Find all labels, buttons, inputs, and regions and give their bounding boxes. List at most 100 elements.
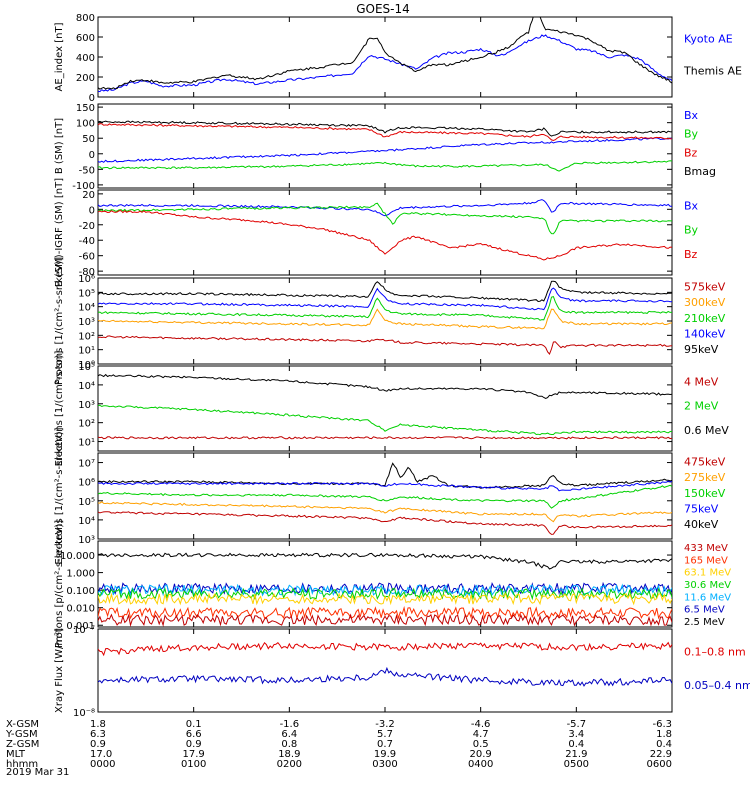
- x-row-label: Z-GSM: [6, 739, 39, 750]
- y-axis-label: Protons [p/(cm²-s-sr-keV)]: [54, 520, 65, 648]
- legend-entry: 300keV: [684, 296, 726, 309]
- legend-entry: 140keV: [684, 327, 726, 340]
- x-tick-value: 1.8: [656, 729, 672, 740]
- x-tick-value: 4.7: [473, 729, 489, 740]
- series-line-40kev: [98, 462, 672, 489]
- x-tick-value: 0.4: [656, 739, 672, 750]
- series-group: [98, 120, 672, 172]
- y-tick-label: 10³: [78, 400, 95, 411]
- x-tick-value: 17.9: [183, 749, 205, 760]
- y-tick-label: 10⁻⁸: [73, 708, 95, 719]
- y-axis-label: Xray Flux [W/m²]: [54, 628, 65, 713]
- panel-ae: 0 200 400 600 800 AE_index [nT] Kyoto AE Themis…: [54, 13, 742, 104]
- series-line-6-5-mev: [98, 581, 672, 596]
- x-tick-value: 0.9: [90, 739, 106, 750]
- series-line-bmag: [98, 120, 672, 137]
- y-tick-label: 10⁵: [78, 288, 95, 299]
- series-group: [98, 280, 672, 355]
- legend-entry: 275keV: [684, 471, 726, 484]
- panel-electrons_kev: 10³ 10⁴ 10⁵ 10⁶ 10⁷ Electrons [1/(cm²-s-sr-ke…: [54, 427, 726, 564]
- y-tick-label: 10⁴: [78, 516, 95, 527]
- series-line-bx: [98, 199, 672, 217]
- series-line-75kev: [98, 480, 672, 492]
- series-line-bz: [98, 210, 672, 261]
- panel-frame: [97, 103, 673, 189]
- x-tick-value: -6.3: [652, 719, 672, 730]
- x-tick-value: 18.9: [278, 749, 300, 760]
- x-tick-value: 20.9: [470, 749, 492, 760]
- y-tick-label: -40: [79, 236, 95, 247]
- panel-protons_maged: 10⁰ 10¹ 10² 10³ 10⁴ 10⁵ 10⁶ Protons [1/(cm²-s-s…: [54, 257, 726, 385]
- y-tick-label: -20: [79, 221, 95, 232]
- x-tick-value: 0.4: [568, 739, 584, 750]
- series-line-150kev: [98, 484, 672, 509]
- y-tick-label: 150: [76, 103, 95, 114]
- series-line-165-mev: [98, 605, 672, 620]
- y-tick-label: 1.000: [66, 569, 95, 580]
- x-tick-value: 0.1: [186, 719, 202, 730]
- series-group: [98, 641, 672, 687]
- y-tick-label: 10⁰: [78, 360, 95, 371]
- panel-xray: 10⁻⁷ 10⁻⁸ Xray Flux [W/m²] 0.1–0.8 nm 0.05–0…: [54, 625, 750, 719]
- x-tick-value: -4.6: [471, 719, 491, 730]
- y-tick-label: 50: [82, 134, 95, 145]
- x-tick-value: 22.9: [650, 749, 672, 760]
- legend-entry: 30.6 MeV: [684, 580, 731, 591]
- x-tick-value: 5.7: [377, 729, 393, 740]
- x-tick-value: 19.9: [374, 749, 396, 760]
- series-line-300kev: [98, 308, 672, 330]
- y-axis-label: B (SM)-IGRF (SM) [nT]: [54, 178, 65, 287]
- x-tick-value: -3.2: [375, 719, 395, 730]
- series-line-433-mev: [98, 613, 672, 627]
- x-tick-value: 6.4: [281, 729, 297, 740]
- legend-entry: 2 MeV: [684, 400, 719, 413]
- y-axis-label: Electrons [1/(cm²-s-sr)]: [54, 351, 65, 467]
- y-tick-label: 0: [89, 205, 95, 216]
- legend-entry: Bmag: [684, 165, 716, 178]
- legend-entry: 6.5 MeV: [684, 605, 725, 616]
- panel-frame: [97, 628, 673, 713]
- y-tick-label: 20: [82, 190, 95, 201]
- legend-entry: By: [684, 224, 699, 237]
- series-line-95kev: [98, 280, 672, 303]
- x-row-label: hhmm: [6, 759, 38, 770]
- y-tick-label: 10²: [78, 331, 95, 342]
- series-line-bz: [98, 123, 672, 142]
- legend-entry: By: [684, 128, 699, 141]
- series-line-575kev: [98, 335, 672, 355]
- y-tick-label: 0: [89, 150, 95, 161]
- series-line-475kev: [98, 511, 672, 535]
- y-tick-label: -80: [79, 267, 95, 278]
- panel-bsm_igrf: 20 0 -20 -40 -60 -80 B (SM)-IGRF (SM) [nT] Bx By…: [54, 178, 699, 287]
- chart-title: GOES-14: [356, 2, 410, 16]
- series-line-275kev: [98, 501, 672, 523]
- y-tick-label: 10²: [78, 419, 95, 430]
- legend-entry: 95keV: [684, 343, 719, 356]
- legend-entry: 0.1–0.8 nm: [684, 646, 746, 659]
- series-line-210kev: [98, 296, 672, 321]
- y-tick-label: 10⁵: [78, 497, 95, 508]
- series-group: [98, 373, 672, 440]
- series-line-2-mev: [98, 404, 672, 436]
- y-tick-label: 10⁶: [78, 478, 95, 489]
- x-tick-value: -5.7: [567, 719, 587, 730]
- legend-entry: 433 MeV: [684, 543, 728, 554]
- series-group: [98, 199, 672, 261]
- series-line-kyoto-ae: [98, 34, 672, 93]
- y-tick-label: 10⁶: [78, 274, 95, 285]
- y-tick-label: 0: [89, 93, 95, 104]
- legend-entry: 40keV: [684, 518, 719, 531]
- x-tick-value: 0200: [277, 759, 302, 770]
- y-tick-label: 10⁻⁷: [73, 625, 95, 636]
- series-line-0-6-mev: [98, 373, 672, 399]
- y-tick-label: 10⁴: [78, 381, 95, 392]
- y-tick-label: -60: [79, 252, 95, 263]
- y-tick-label: 10⁷: [78, 459, 95, 470]
- series-line-2-5-mev: [98, 552, 672, 570]
- series-line-0-05-0-4-nm: [98, 666, 672, 687]
- x-tick-value: -1.6: [280, 719, 300, 730]
- series-group: [98, 462, 672, 535]
- x-tick-value: 0400: [468, 759, 493, 770]
- y-tick-label: 600: [76, 33, 95, 44]
